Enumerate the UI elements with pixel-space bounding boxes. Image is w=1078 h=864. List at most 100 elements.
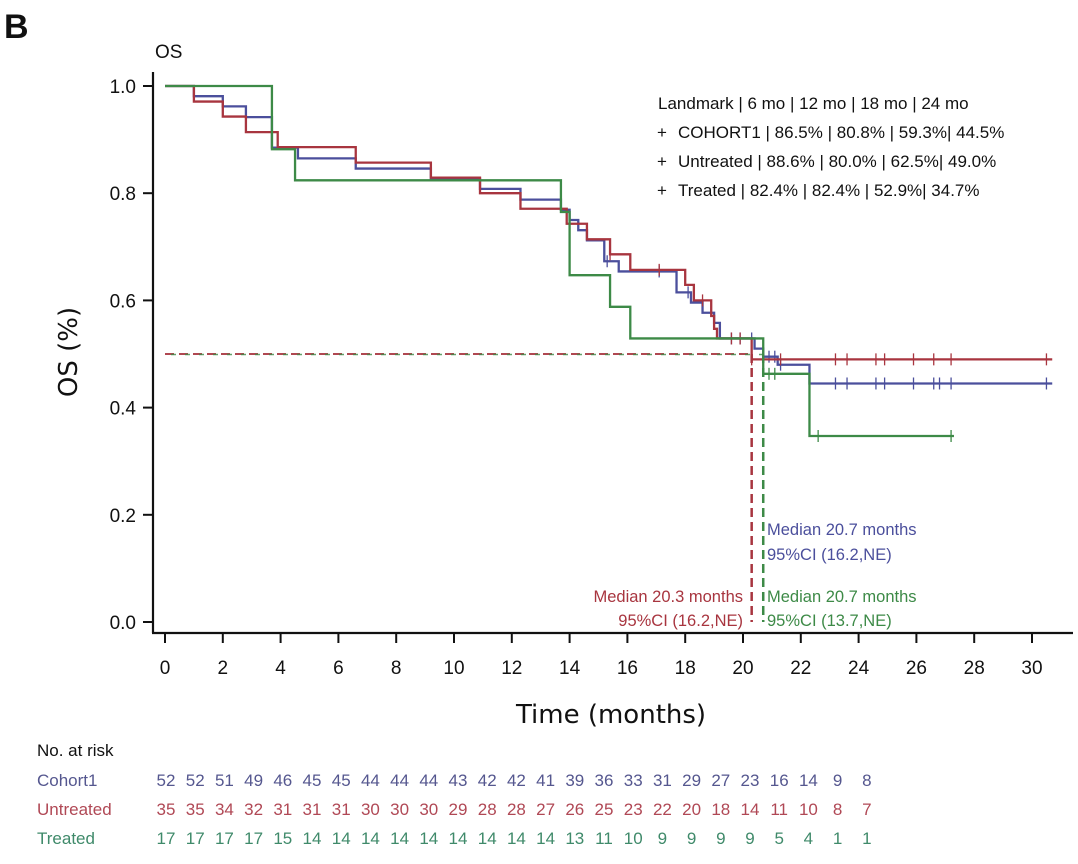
median-lines <box>165 353 765 622</box>
risk-value: 14 <box>536 829 555 848</box>
risk-value: 5 <box>774 829 783 848</box>
risk-value: 9 <box>745 829 754 848</box>
risk-value: 17 <box>215 829 234 848</box>
risk-value: 14 <box>507 829 526 848</box>
risk-value: 36 <box>595 771 614 790</box>
axes: 0.00.20.40.60.81.0 0 2 4 6 8 10 12 14 16 18 20 22 24… <box>110 72 1073 679</box>
risk-value: 18 <box>711 800 730 819</box>
legend-entry: Treated | 82.4% | 82.4% | 52.9%| 34.7% <box>678 181 980 200</box>
risk-value: 43 <box>449 771 468 790</box>
risk-value: 41 <box>536 771 555 790</box>
x-tick-label: 12 <box>501 658 522 679</box>
risk-value: 32 <box>244 800 263 819</box>
risk-table-title: No. at risk <box>37 741 114 760</box>
risk-value: 14 <box>478 829 497 848</box>
risk-value: 10 <box>799 800 818 819</box>
ci-annotation-untreated: 95%CI (16.2,NE) <box>618 612 743 630</box>
x-tick-label: 2 <box>218 658 229 679</box>
risk-value: 14 <box>419 829 438 848</box>
x-tick-label: 28 <box>964 658 985 679</box>
legend-header: Landmark | 6 mo | 12 mo | 18 mo | 24 mo <box>658 94 969 113</box>
risk-value: 28 <box>507 800 526 819</box>
risk-value: 33 <box>624 771 643 790</box>
risk-value: 20 <box>682 800 701 819</box>
chart-title: OS <box>155 42 182 63</box>
risk-value: 44 <box>419 771 438 790</box>
risk-value: 49 <box>244 771 263 790</box>
x-tick-label: 22 <box>790 658 811 679</box>
x-tick-label: 0 <box>160 658 171 679</box>
risk-value: 31 <box>273 800 292 819</box>
risk-value: 31 <box>303 800 322 819</box>
risk-value: 14 <box>799 771 818 790</box>
risk-value: 8 <box>862 771 871 790</box>
y-ticks: 0.0 0.2 0.4 0.6 0.8 1.0 <box>110 77 153 634</box>
x-tick-label: 4 <box>275 658 286 679</box>
risk-value: 16 <box>770 771 789 790</box>
risk-value: 11 <box>770 800 788 819</box>
risk-row-label: Untreated <box>37 800 112 819</box>
risk-value: 9 <box>658 829 667 848</box>
risk-value: 42 <box>507 771 526 790</box>
survival-curves <box>165 84 1053 443</box>
risk-value: 13 <box>565 829 584 848</box>
risk-value: 31 <box>653 771 672 790</box>
y-axis-label: OS (%) <box>54 307 84 397</box>
risk-value: 26 <box>565 800 584 819</box>
x-tick-label: 6 <box>333 658 344 679</box>
risk-value: 29 <box>449 800 468 819</box>
risk-value: 52 <box>186 771 205 790</box>
risk-value: 30 <box>419 800 438 819</box>
risk-value: 30 <box>390 800 409 819</box>
median-annotation-untreated: Median 20.3 months <box>593 588 743 606</box>
risk-value: 14 <box>361 829 380 848</box>
risk-value: 35 <box>186 800 205 819</box>
x-tick-label: 8 <box>391 658 402 679</box>
risk-value: 9 <box>716 829 725 848</box>
risk-value: 9 <box>687 829 696 848</box>
risk-value: 22 <box>653 800 672 819</box>
y-tick-label: 1.0 <box>110 77 136 98</box>
legend-entry: COHORT1 | 86.5% | 80.8% | 59.3%| 44.5% <box>678 123 1004 142</box>
risk-value: 25 <box>595 800 614 819</box>
risk-value: 30 <box>361 800 380 819</box>
risk-value: 23 <box>624 800 643 819</box>
risk-value: 9 <box>833 771 842 790</box>
x-tick-label: 16 <box>617 658 638 679</box>
risk-value: 45 <box>332 771 351 790</box>
y-tick-label: 0.0 <box>110 613 136 634</box>
risk-row-label: Cohort1 <box>37 771 97 790</box>
y-tick-label: 0.6 <box>110 291 136 312</box>
risk-value: 39 <box>565 771 584 790</box>
risk-value: 11 <box>595 829 613 848</box>
median-annotation-treated: Median 20.7 months <box>767 588 917 606</box>
km-curve-untreated <box>165 84 1053 361</box>
risk-value: 45 <box>303 771 322 790</box>
x-tick-label: 20 <box>732 658 753 679</box>
risk-table: No. at risk Cohort1 52 52 51 49 46 45 45 44 44 44 4… <box>37 741 872 848</box>
legend-marker-icon: + <box>657 181 667 200</box>
risk-value: 14 <box>449 829 468 848</box>
risk-value: 34 <box>215 800 234 819</box>
x-axis-label: Time (months) <box>515 700 706 730</box>
risk-value: 29 <box>682 771 701 790</box>
risk-value: 27 <box>536 800 555 819</box>
risk-value: 14 <box>741 800 760 819</box>
median-annotation-cohort1: Median 20.7 months <box>767 521 917 539</box>
risk-value: 17 <box>157 829 176 848</box>
risk-value: 7 <box>862 800 871 819</box>
x-tick-label: 26 <box>906 658 927 679</box>
legend-marker-icon: + <box>657 152 667 171</box>
risk-value: 14 <box>303 829 322 848</box>
km-curve-treated <box>165 84 954 438</box>
risk-value: 17 <box>244 829 263 848</box>
legend-marker-icon: + <box>657 123 667 142</box>
risk-value: 27 <box>711 771 730 790</box>
risk-value: 4 <box>804 829 813 848</box>
y-tick-label: 0.2 <box>110 506 136 527</box>
x-tick-label: 18 <box>675 658 696 679</box>
panel-letter: B <box>4 8 29 46</box>
risk-value: 10 <box>624 829 643 848</box>
legend-entry: Untreated | 88.6% | 80.0% | 62.5%| 49.0% <box>678 152 996 171</box>
risk-value: 14 <box>390 829 409 848</box>
